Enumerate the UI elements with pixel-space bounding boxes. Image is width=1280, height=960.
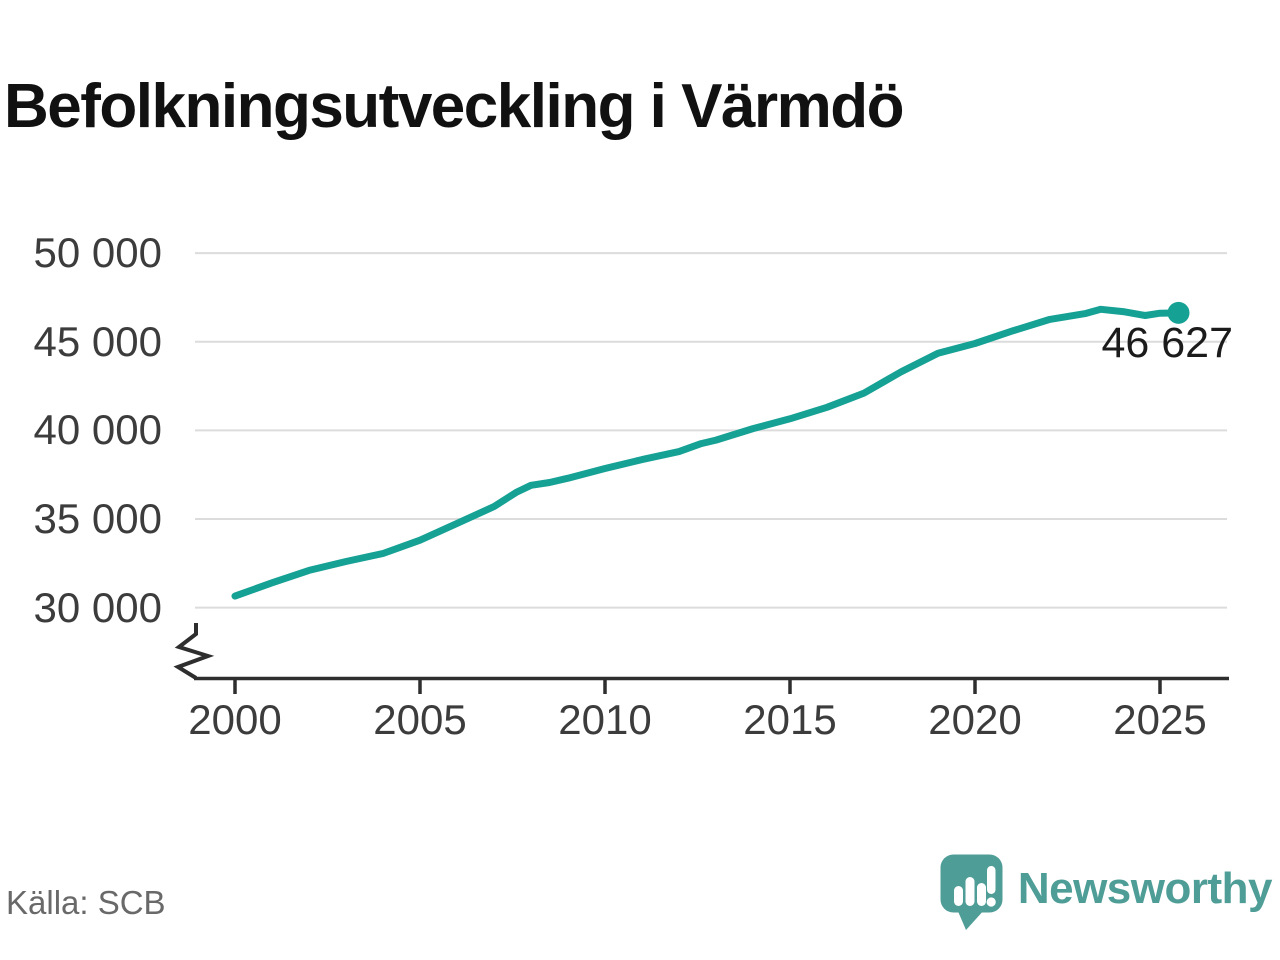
- x-tick-label: 2005: [373, 696, 467, 743]
- newsworthy-wordmark: Newsworthy: [1017, 864, 1273, 913]
- y-tick-label: 30 000: [33, 583, 162, 631]
- newsworthy-logo: Newsworthy: [939, 853, 1273, 931]
- newsworthy-logo-icon: [940, 854, 1003, 930]
- y-tick-label: 35 000: [33, 494, 162, 542]
- y-tick-label: 50 000: [33, 229, 162, 277]
- latest-value-dot: [1167, 301, 1190, 324]
- x-tick-label: 2010: [558, 696, 652, 743]
- y-tick-label: 40 000: [33, 406, 162, 454]
- x-tick-label: 2000: [188, 696, 282, 743]
- chart-title: Befolkningsutveckling i Värmdö: [4, 71, 904, 141]
- population-line: [231, 305, 1182, 600]
- x-tick-label: 2020: [928, 696, 1022, 743]
- x-tick-label: 2015: [743, 696, 837, 743]
- latest-value-label: 46 627: [1101, 319, 1233, 367]
- y-tick-label: 45 000: [33, 317, 162, 365]
- axis-break-zigzag: [173, 623, 215, 680]
- x-tick-label: 2025: [1113, 696, 1207, 743]
- source-caption: Källa: SCB: [6, 884, 166, 921]
